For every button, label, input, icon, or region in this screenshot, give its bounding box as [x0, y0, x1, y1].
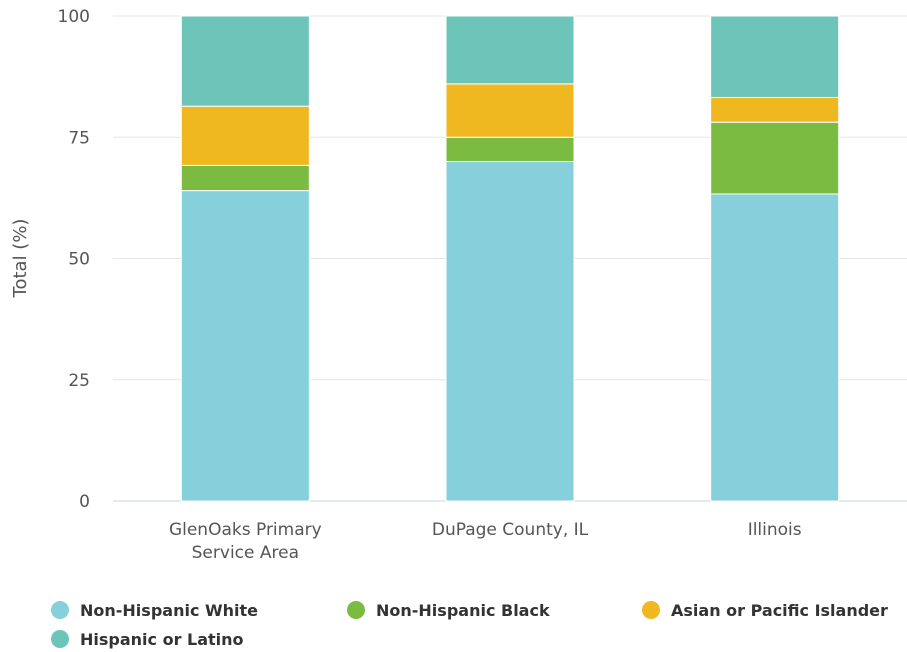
legend-marker: [51, 630, 69, 648]
x-tick-label: Illinois: [748, 520, 802, 540]
x-tick-label: DuPage County, IL: [432, 520, 589, 540]
bar-segment: [710, 193, 840, 502]
y-axis-title: Total (%): [10, 219, 31, 299]
legend-marker: [51, 601, 69, 619]
legend-item[interactable]: Asian or Pacific Islander: [642, 601, 888, 620]
bar-segment: [180, 190, 310, 502]
legend: Non-Hispanic White Non-Hispanic Black Asia…: [51, 601, 888, 649]
legend-marker: [642, 601, 660, 619]
bar-segment: [710, 15, 840, 98]
bar-segment: [445, 136, 575, 162]
bar-segment: [710, 96, 840, 123]
bar-segment: [180, 15, 310, 107]
legend-label: Asian or Pacific Islander: [671, 601, 888, 620]
legend-item[interactable]: Non-Hispanic Black: [347, 601, 550, 620]
x-axis-ticks: GlenOaks Primary Service Area DuPage Count…: [169, 520, 802, 563]
legend-item[interactable]: Non-Hispanic White: [51, 601, 258, 620]
bar-segment: [445, 161, 575, 502]
legend-label: Hispanic or Latino: [80, 630, 244, 649]
legend-item[interactable]: Hispanic or Latino: [51, 630, 244, 649]
legend-label: Non-Hispanic White: [80, 601, 258, 620]
y-axis-ticks: 0 25 50 75 100: [58, 7, 90, 512]
legend-label: Non-Hispanic Black: [376, 601, 550, 620]
y-tick-label: 50: [68, 250, 90, 270]
bar-segment: [445, 83, 575, 138]
x-tick-label: GlenOaks Primary Service Area: [169, 520, 322, 563]
y-tick-label: 100: [58, 7, 90, 27]
bar-segment: [180, 105, 310, 166]
bars: [180, 15, 840, 502]
bar-segment: [445, 15, 575, 85]
y-tick-label: 75: [68, 128, 90, 148]
bar-segment: [710, 121, 840, 195]
bar-segment: [180, 164, 310, 192]
y-tick-label: 0: [79, 492, 90, 512]
legend-marker: [347, 601, 365, 619]
y-tick-label: 25: [68, 371, 90, 391]
